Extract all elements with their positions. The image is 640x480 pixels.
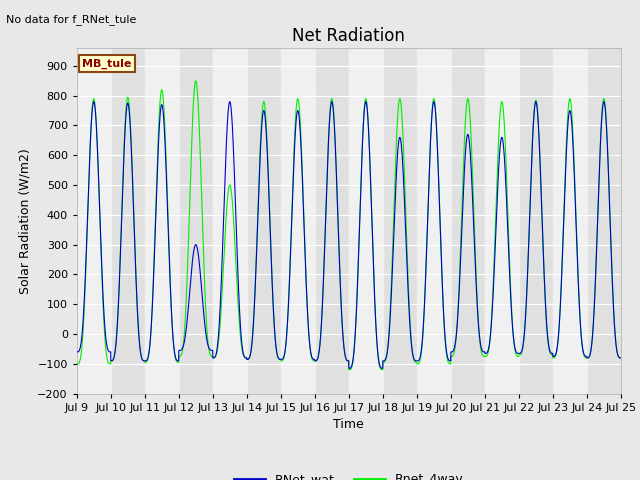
Legend: RNet_wat, Rnet_4way: RNet_wat, Rnet_4way — [229, 468, 468, 480]
Title: Net Radiation: Net Radiation — [292, 27, 405, 45]
Bar — [485, 48, 519, 394]
Bar — [349, 48, 383, 394]
Text: MB_tule: MB_tule — [82, 59, 132, 69]
Bar — [77, 48, 111, 394]
Bar — [553, 48, 587, 394]
Text: No data for f_RNet_tule: No data for f_RNet_tule — [6, 14, 137, 25]
Bar — [281, 48, 315, 394]
Bar — [212, 48, 247, 394]
X-axis label: Time: Time — [333, 418, 364, 431]
Bar — [145, 48, 179, 394]
Bar — [417, 48, 451, 394]
Y-axis label: Solar Radiation (W/m2): Solar Radiation (W/m2) — [19, 148, 32, 294]
